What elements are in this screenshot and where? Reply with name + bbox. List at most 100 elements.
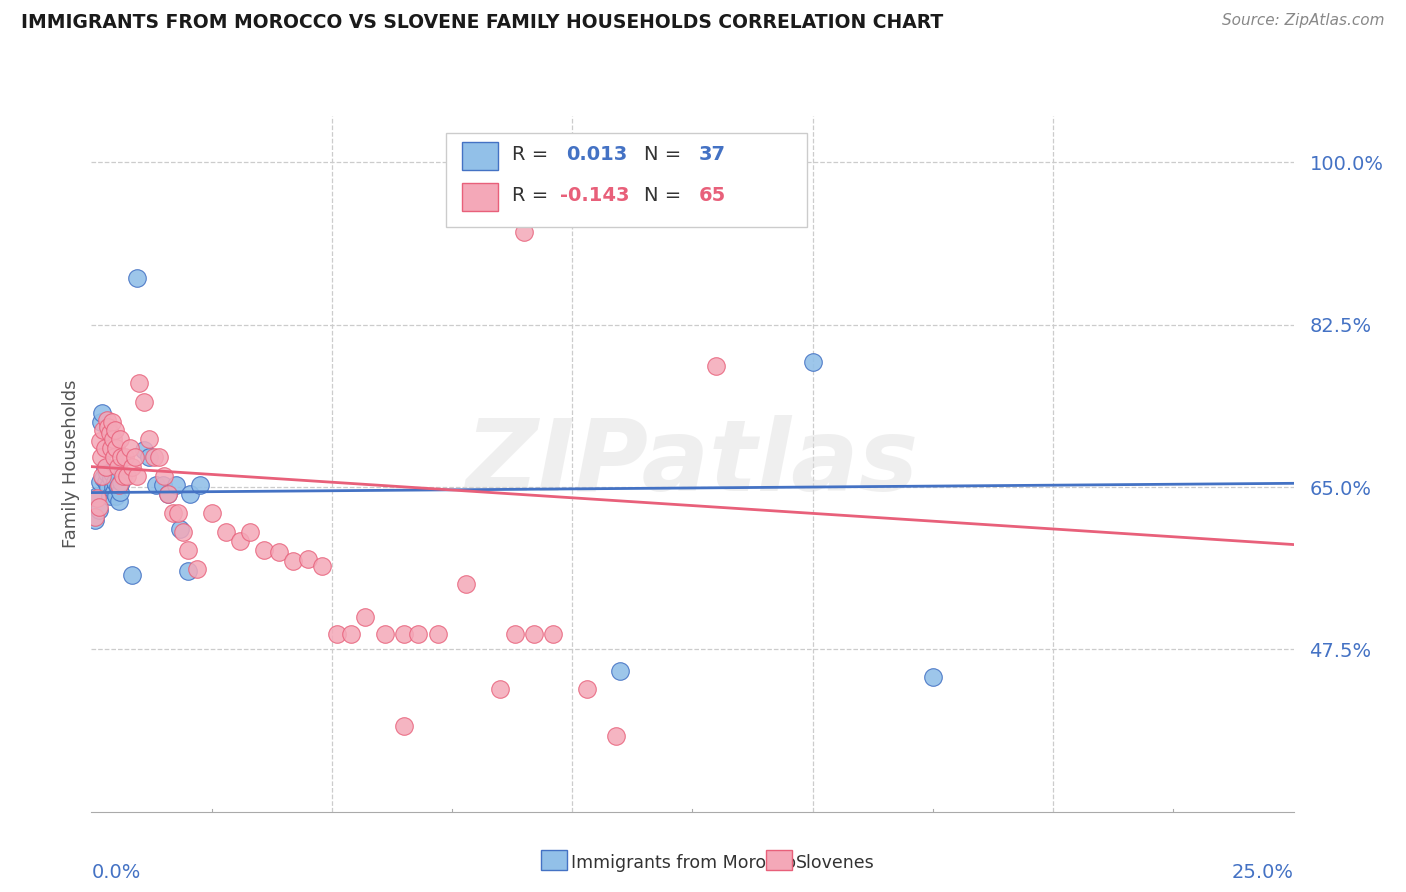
Point <box>114 450 136 465</box>
Point <box>134 442 156 457</box>
Point <box>157 487 180 501</box>
Point <box>125 271 148 285</box>
Point <box>103 484 125 499</box>
Point <box>124 450 146 465</box>
Text: 25.0%: 25.0% <box>1232 863 1294 882</box>
Text: 0.0%: 0.0% <box>91 863 141 882</box>
Bar <box>461 184 498 211</box>
Point <box>162 506 184 520</box>
Point <box>97 419 120 434</box>
Point <box>104 423 127 437</box>
Point <box>134 394 156 409</box>
Point <box>107 480 129 494</box>
Point <box>541 626 564 640</box>
Point <box>186 562 208 576</box>
Point <box>142 450 165 465</box>
Point <box>157 487 180 501</box>
Point <box>297 552 319 566</box>
Point <box>96 466 118 480</box>
Point <box>103 450 125 465</box>
Point <box>98 426 121 441</box>
Point <box>90 415 112 429</box>
Point <box>90 450 112 465</box>
Text: Source: ZipAtlas.com: Source: ZipAtlas.com <box>1222 13 1385 29</box>
FancyBboxPatch shape <box>446 134 807 227</box>
Point <box>110 432 132 446</box>
Point <box>311 558 333 573</box>
Text: ZIPatlas: ZIPatlas <box>465 416 920 512</box>
Point <box>215 524 238 539</box>
Point <box>105 441 128 455</box>
Point <box>118 441 141 455</box>
Point <box>93 471 115 485</box>
Point <box>100 415 122 429</box>
Point <box>489 682 512 697</box>
Point <box>100 471 122 485</box>
Point <box>101 432 124 446</box>
Point <box>108 494 131 508</box>
Point <box>340 626 363 640</box>
Point <box>111 469 134 483</box>
Point <box>91 406 114 420</box>
Point <box>121 568 143 582</box>
Point <box>513 225 536 239</box>
Text: IMMIGRANTS FROM MOROCCO VS SLOVENE FAMILY HOUSEHOLDS CORRELATION CHART: IMMIGRANTS FROM MOROCCO VS SLOVENE FAMIL… <box>21 13 943 32</box>
Point <box>148 450 170 465</box>
Point <box>96 413 118 427</box>
Text: N =: N = <box>644 145 688 164</box>
Point <box>100 441 122 455</box>
Point <box>94 475 117 490</box>
Point <box>86 489 108 503</box>
Point <box>605 729 627 743</box>
Point <box>91 469 114 483</box>
Point <box>84 512 107 526</box>
Point <box>503 626 526 640</box>
Point <box>110 450 132 465</box>
Point <box>267 545 290 559</box>
Point <box>125 469 148 483</box>
Point <box>84 509 107 524</box>
Point <box>89 434 111 448</box>
Point <box>100 466 122 480</box>
Text: R =: R = <box>512 145 554 164</box>
Point <box>575 682 598 697</box>
Text: N =: N = <box>644 186 688 205</box>
Point <box>152 469 174 483</box>
Point <box>176 564 198 578</box>
Point <box>110 484 132 499</box>
Point <box>392 719 415 733</box>
Point <box>104 475 127 490</box>
Point <box>523 626 546 640</box>
Point <box>105 489 128 503</box>
Point <box>94 459 117 474</box>
Text: Immigrants from Morocco: Immigrants from Morocco <box>571 854 796 871</box>
Point <box>121 459 143 474</box>
Point <box>609 664 631 678</box>
Point <box>98 489 121 503</box>
Point <box>239 524 262 539</box>
Point <box>152 478 174 492</box>
Point <box>176 543 198 558</box>
Point <box>94 461 117 475</box>
Point <box>922 670 945 684</box>
Point <box>374 626 396 640</box>
Point <box>426 626 449 640</box>
Point <box>165 478 187 492</box>
Text: Slovenes: Slovenes <box>796 854 875 871</box>
Point <box>325 626 347 640</box>
Point <box>706 359 728 374</box>
Text: 0.013: 0.013 <box>567 145 627 164</box>
Point <box>253 543 276 558</box>
Bar <box>461 142 498 169</box>
Text: 65: 65 <box>699 186 725 205</box>
Point <box>456 577 478 591</box>
Point <box>801 355 824 369</box>
Point <box>392 626 415 640</box>
Point <box>283 554 305 568</box>
Point <box>201 506 224 520</box>
Point <box>86 491 108 505</box>
Point <box>229 533 252 548</box>
Point <box>87 503 110 517</box>
Text: -0.143: -0.143 <box>560 186 630 205</box>
Point <box>138 432 160 446</box>
